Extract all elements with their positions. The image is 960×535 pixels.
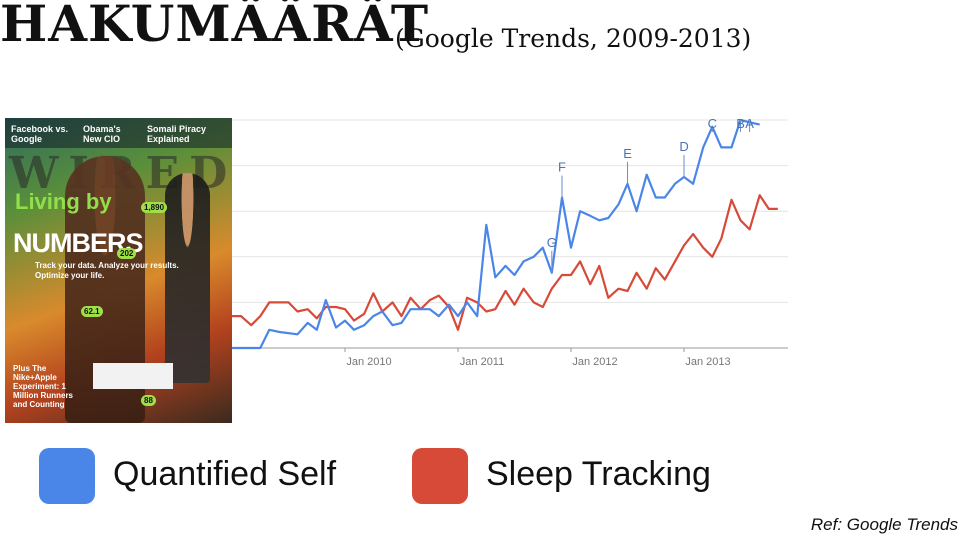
annotation-label: F: [558, 160, 566, 175]
trends-line-chart: Jan 2010 Jan 2011 Jan 2012 Jan 2013 G F E D C B A: [232, 116, 788, 368]
legend-label-sleep-tracking: Sleep Tracking: [486, 455, 711, 493]
legend-label-quantified-self: Quantified Self: [113, 455, 337, 493]
cover-badge-3: 62.1: [81, 306, 103, 317]
cover-plus-text: Plus The Nike+Apple Experiment: 1 Millio…: [13, 364, 73, 409]
cover-headline-1: Facebook vs. Google: [11, 124, 69, 144]
cover-headline-2: Obama's New CIO: [83, 124, 121, 144]
cover-living-by: Living by: [15, 189, 112, 214]
cover-tagline: Track your data. Analyze your results. O…: [35, 261, 179, 280]
legend-swatch-quantified-self: [39, 448, 95, 504]
annotation-label: B: [736, 116, 745, 131]
series-line-quantified-self: [232, 118, 760, 350]
magazine-cover-image: Facebook vs. Google Obama's New CIO Soma…: [5, 118, 232, 423]
annotation-label: C: [708, 116, 717, 131]
cover-top-strip: Facebook vs. Google Obama's New CIO Soma…: [5, 118, 232, 148]
x-tick-label: Jan 2013: [685, 356, 730, 368]
legend-swatch-sleep-tracking: [412, 448, 468, 504]
page-subtitle: (Google Trends, 2009-2013): [395, 24, 752, 53]
x-tick-label: Jan 2011: [460, 356, 504, 368]
series-line-sleep-tracking: [232, 194, 778, 331]
annotation-label: A: [745, 116, 754, 131]
page-title: HAKUMÄÄRÄT: [0, 0, 430, 53]
cover-address-label: [93, 363, 173, 389]
cover-woman-figure: [165, 173, 210, 383]
x-tick-label: Jan 2012: [572, 356, 617, 368]
cover-badge-4: 88: [141, 395, 156, 406]
annotation-label: G: [547, 235, 557, 250]
cover-headline-3: Somali Piracy Explained: [147, 124, 207, 144]
annotation-label: D: [679, 139, 688, 154]
cover-badge-2: 202: [117, 248, 137, 259]
cover-badge-1: 1,890: [141, 202, 168, 213]
annotation-label: E: [623, 146, 632, 161]
reference-note: Ref: Google Trends: [810, 515, 958, 534]
x-tick-label: Jan 2010: [346, 356, 391, 368]
